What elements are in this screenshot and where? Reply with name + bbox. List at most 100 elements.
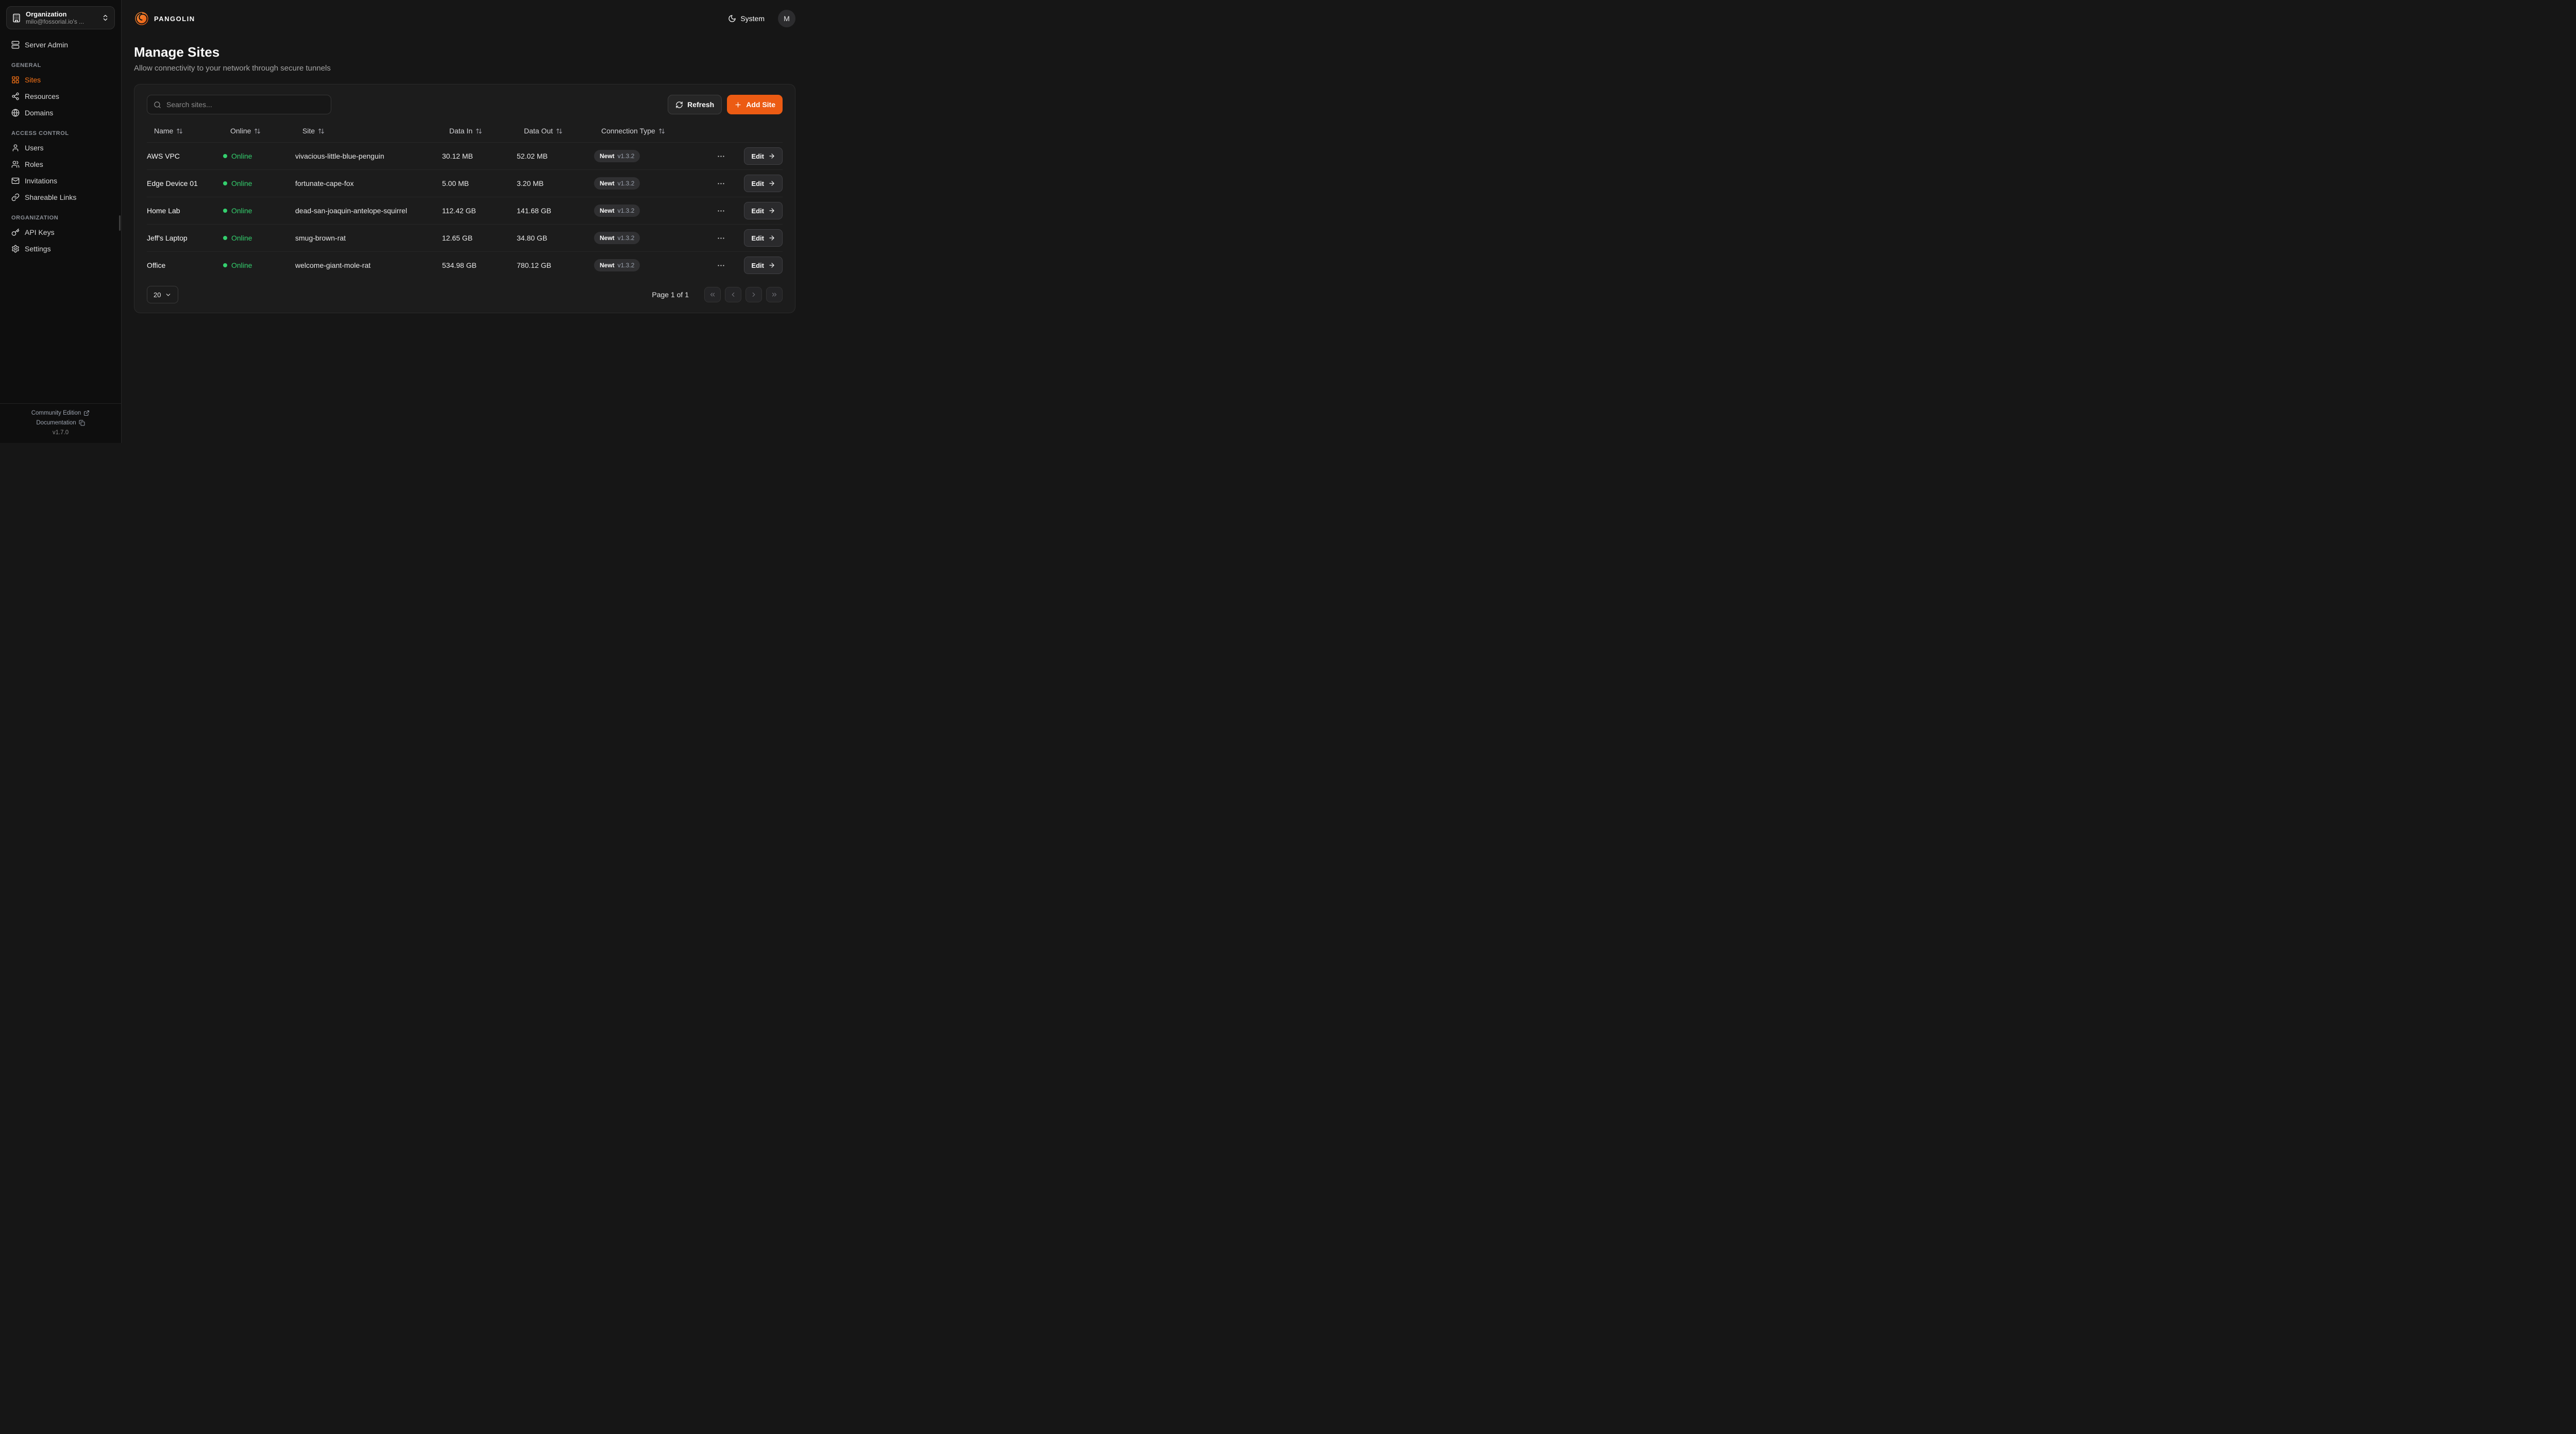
sidebar-scrollbar[interactable]: [119, 215, 121, 231]
online-dot: [223, 154, 227, 158]
column-header-data-out[interactable]: Data Out: [517, 127, 594, 135]
org-selector[interactable]: Organization milo@fossorial.io's ...: [6, 6, 115, 29]
sidebar-item-sites[interactable]: Sites: [6, 72, 115, 88]
arrow-right-icon: [768, 234, 775, 242]
column-header-site[interactable]: Site: [295, 127, 442, 135]
search-input[interactable]: [165, 100, 325, 109]
sidebar-item-shareable-links[interactable]: Shareable Links: [6, 189, 115, 206]
online-dot: [223, 209, 227, 213]
sidebar: Organization milo@fossorial.io's ... Ser…: [0, 0, 122, 443]
site-name: Jeff's Laptop: [147, 234, 188, 242]
row-menu-button[interactable]: [710, 259, 731, 272]
sidebar-item-api-keys[interactable]: API Keys: [6, 224, 115, 241]
avatar[interactable]: M: [778, 10, 795, 27]
mail-icon: [11, 177, 20, 185]
add-site-label: Add Site: [746, 100, 775, 109]
data-in: 534.98 GB: [442, 261, 477, 269]
sidebar-item-label: API Keys: [25, 228, 55, 236]
first-page-button[interactable]: [704, 287, 721, 302]
connection-name: Newt: [600, 180, 615, 187]
data-in: 12.65 GB: [442, 234, 473, 242]
row-menu-button[interactable]: [710, 150, 731, 163]
column-label: Online: [230, 127, 251, 135]
row-menu-button[interactable]: [710, 177, 731, 190]
app: Organization milo@fossorial.io's ... Ser…: [0, 0, 808, 443]
refresh-button[interactable]: Refresh: [668, 95, 722, 114]
site-name: Edge Device 01: [147, 179, 198, 187]
org-selector-title: Organization: [26, 10, 67, 18]
community-edition-link[interactable]: Community Edition: [31, 410, 90, 416]
column-header-name[interactable]: Name: [147, 127, 223, 135]
ellipsis-icon: [717, 261, 725, 270]
connection-type-badge: Newt v1.3.2: [594, 150, 640, 162]
sites-table: Name Online Site Data In: [147, 120, 783, 279]
chevrons-right-icon: [771, 291, 778, 298]
ellipsis-icon: [717, 152, 725, 161]
sidebar-item-label: Resources: [25, 92, 59, 100]
edit-button[interactable]: Edit: [744, 175, 783, 192]
online-status: Online: [223, 152, 295, 160]
search-box[interactable]: [147, 95, 331, 114]
edit-cell: Edit: [731, 147, 783, 165]
sidebar-item-resources[interactable]: Resources: [6, 88, 115, 105]
brand[interactable]: PANGOLIN: [134, 11, 195, 26]
sites-card: Refresh Add Site Name Online: [134, 84, 795, 313]
previous-page-button[interactable]: [725, 287, 741, 302]
arrow-right-icon: [768, 262, 775, 269]
sidebar-item-server-admin[interactable]: Server Admin: [6, 37, 115, 53]
page-size-select[interactable]: 20: [147, 286, 179, 303]
page-title: Manage Sites: [134, 44, 220, 60]
theme-toggle-label: System: [740, 14, 765, 23]
sites-toolbar: Refresh Add Site: [147, 95, 783, 114]
connection-version: v1.3.2: [617, 152, 635, 160]
connection-type-cell: Newt v1.3.2: [594, 150, 710, 162]
sidebar-item-roles[interactable]: Roles: [6, 156, 115, 173]
edit-button[interactable]: Edit: [744, 147, 783, 165]
documentation-link[interactable]: Documentation: [36, 420, 84, 426]
page-subtitle: Allow connectivity to your network throu…: [134, 64, 331, 73]
pangolin-logo-icon: [135, 12, 148, 25]
row-menu-button[interactable]: [710, 204, 731, 217]
sidebar-footer: Community Edition Documentation v1.7.0: [0, 403, 121, 443]
share-icon: [11, 92, 20, 100]
main-area: PANGOLIN System M Manage Sites Allow con…: [122, 0, 808, 443]
sidebar-item-label: Domains: [25, 109, 54, 117]
table-row: Home Lab Online dead-san-joaquin-antelop…: [147, 197, 783, 224]
documentation-label: Documentation: [36, 420, 76, 426]
data-out: 141.68 GB: [517, 207, 551, 215]
column-header-online[interactable]: Online: [223, 127, 295, 135]
column-header-data-in[interactable]: Data In: [442, 127, 517, 135]
online-label: Online: [231, 207, 252, 215]
connection-type-badge: Newt v1.3.2: [594, 259, 640, 271]
sort-icon: [556, 128, 563, 134]
section-label-access-control: ACCESS CONTROL: [11, 130, 69, 136]
chevron-right-icon: [750, 291, 757, 298]
edit-button[interactable]: Edit: [744, 202, 783, 219]
external-link-icon: [83, 410, 90, 416]
column-label: Site: [302, 127, 315, 135]
connection-type-cell: Newt v1.3.2: [594, 259, 710, 271]
refresh-icon: [675, 101, 683, 109]
search-icon: [154, 101, 161, 109]
next-page-button[interactable]: [745, 287, 762, 302]
version-label: v1.7.0: [52, 430, 69, 436]
sidebar-item-settings[interactable]: Settings: [6, 241, 115, 257]
column-header-connection-type[interactable]: Connection Type: [594, 127, 710, 135]
sort-icon: [318, 128, 325, 134]
row-menu-button[interactable]: [710, 232, 731, 245]
sort-icon: [254, 128, 261, 134]
add-site-button[interactable]: Add Site: [727, 95, 783, 114]
last-page-button[interactable]: [766, 287, 783, 302]
arrow-right-icon: [768, 207, 775, 214]
edit-button[interactable]: Edit: [744, 229, 783, 247]
sidebar-item-invitations[interactable]: Invitations: [6, 173, 115, 189]
theme-toggle[interactable]: System: [725, 14, 768, 23]
page-info: Page 1 of 1: [652, 291, 689, 299]
grid-icon: [11, 76, 20, 84]
sidebar-item-users[interactable]: Users: [6, 140, 115, 156]
connection-type-badge: Newt v1.3.2: [594, 232, 640, 244]
community-edition-label: Community Edition: [31, 410, 81, 416]
edit-button[interactable]: Edit: [744, 257, 783, 274]
sidebar-item-domains[interactable]: Domains: [6, 105, 115, 121]
online-label: Online: [231, 234, 252, 242]
